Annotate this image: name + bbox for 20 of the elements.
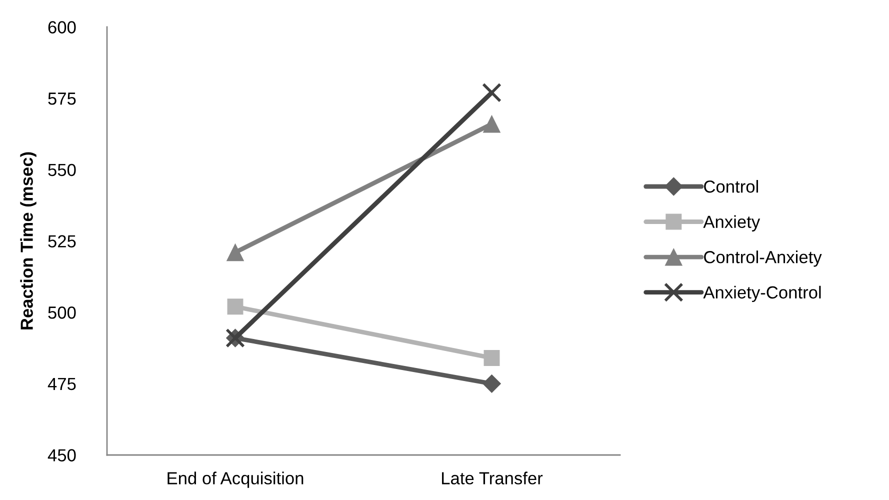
- y-tick-label: 525: [48, 235, 76, 248]
- y-tick-label: 550: [48, 164, 76, 176]
- point: [482, 82, 502, 102]
- y-tick-label: 475: [48, 378, 76, 390]
- point: [484, 350, 500, 366]
- point: [226, 244, 244, 262]
- legend-label: Anxiety-Control: [703, 286, 821, 302]
- legend-label: Control: [704, 180, 758, 193]
- x-tick-label: Late Transfer: [442, 472, 543, 484]
- legend-label: Anxiety: [703, 215, 760, 232]
- y-tick-label: 450: [48, 449, 76, 462]
- y-tick-label: 500: [48, 306, 76, 319]
- y-axis-title: Reaction Time (msec): [20, 152, 36, 330]
- y-tick-label: 600: [48, 21, 76, 34]
- x-tick-label: End of Acquisition: [168, 472, 304, 488]
- y-tick-label: 575: [48, 92, 76, 105]
- legend-label: Control-Anxiety: [704, 250, 822, 267]
- point: [483, 115, 500, 133]
- point: [227, 298, 244, 315]
- point: [482, 374, 501, 393]
